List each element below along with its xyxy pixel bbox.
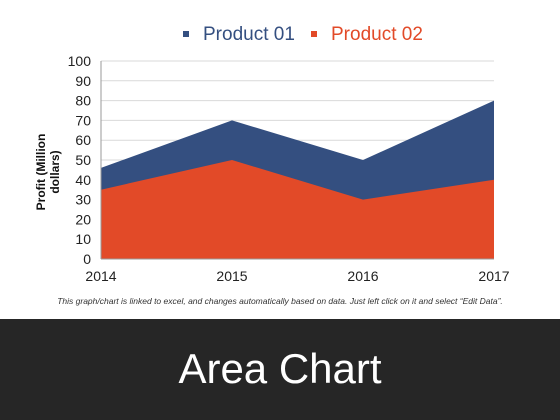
legend-label-product-01: Product 01 — [203, 24, 295, 45]
y-axis-title-line-2: dollars) — [48, 150, 62, 193]
y-tick-label-30: 30 — [75, 192, 91, 208]
chart-axes — [100, 61, 494, 260]
x-tick-label-2015: 2015 — [216, 268, 247, 284]
slide-title: Area Chart — [178, 345, 382, 392]
area-product-02 — [101, 160, 494, 259]
chart-areas — [101, 100, 494, 259]
y-tick-label-20: 20 — [75, 211, 91, 227]
x-tick-label-2017: 2017 — [478, 268, 509, 284]
legend-swatch-product-02 — [311, 31, 317, 37]
legend-label-product-02: Product 02 — [331, 24, 423, 45]
x-tick-label-2016: 2016 — [347, 268, 378, 284]
footer-band — [0, 319, 560, 420]
y-tick-label-60: 60 — [75, 132, 91, 148]
area-chart[interactable]: Product 01 Product 02 0 10 20 30 40 50 60 70 80 90… — [0, 0, 560, 300]
y-tick-label-80: 80 — [75, 93, 91, 109]
x-tick-label-2014: 2014 — [85, 268, 116, 284]
y-tick-label-90: 90 — [75, 73, 91, 89]
y-tick-label-10: 10 — [75, 231, 91, 247]
y-axis-title: Profit (Milliondollars) — [34, 134, 62, 211]
legend-swatch-product-01 — [183, 31, 189, 37]
y-axis-title-text: Profit (Milliondollars) — [34, 134, 62, 211]
y-tick-label-100: 100 — [68, 53, 92, 69]
chart-legend: Product 01 Product 02 — [183, 24, 423, 45]
y-tick-label-0: 0 — [83, 251, 91, 267]
y-tick-label-70: 70 — [75, 112, 91, 128]
y-axis-ticks: 0 10 20 30 40 50 60 70 80 90 100 — [68, 53, 92, 267]
y-axis-title-line-1: Profit (Million — [34, 134, 48, 211]
y-tick-label-40: 40 — [75, 172, 91, 188]
chart-footnote: This graph/chart is linked to excel, and… — [57, 296, 503, 306]
x-axis-ticks: 2014 2015 2016 2017 — [85, 268, 509, 284]
y-tick-label-50: 50 — [75, 152, 91, 168]
